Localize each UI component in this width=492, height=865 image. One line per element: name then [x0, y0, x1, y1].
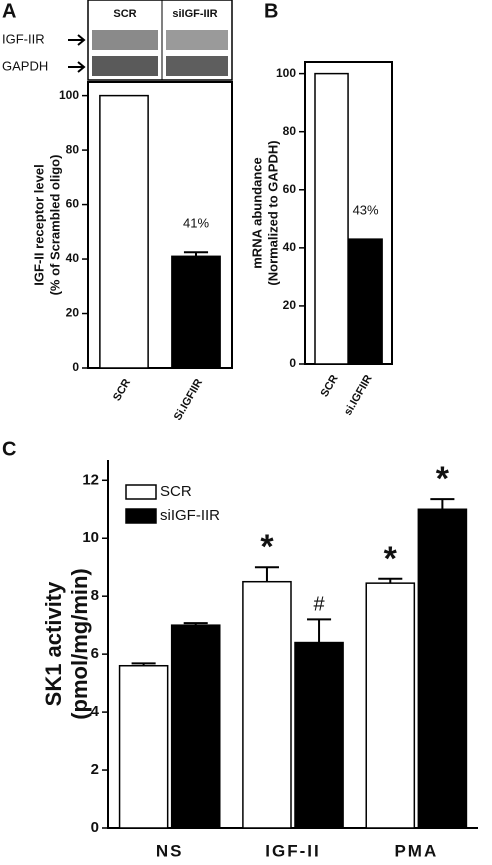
- error-bar: [131, 662, 156, 666]
- blot-column-label: SCR: [113, 8, 136, 20]
- bar: [170, 624, 221, 829]
- y-tick-label: 40: [66, 251, 80, 265]
- y-axis-label: (Normalized to GAPDH): [265, 140, 280, 285]
- plot-frame: [87, 81, 233, 369]
- error-bar: [378, 577, 403, 584]
- blot-band: [166, 30, 228, 50]
- blot-band: [92, 30, 158, 50]
- bar: [417, 508, 468, 829]
- bar: [118, 664, 169, 829]
- panel-letter: A: [2, 0, 16, 22]
- value-label: 43%: [353, 203, 379, 218]
- error-bar: [307, 618, 332, 643]
- legend-swatch: [125, 484, 157, 500]
- y-tick-label: 0: [91, 819, 99, 836]
- y-tick-label: 80: [283, 124, 297, 138]
- blot-arrows: [68, 34, 86, 73]
- y-tick-label: 4: [91, 703, 100, 720]
- x-tick-label: PMA: [394, 841, 438, 860]
- bar: [171, 255, 221, 369]
- y-axis-label: (% of Scrambled oligo): [47, 155, 62, 296]
- error-bar: [183, 251, 209, 257]
- error-bar: [183, 622, 208, 626]
- y-tick-label: 60: [283, 182, 297, 196]
- value-label: 41%: [183, 216, 209, 231]
- y-tick-label: 0: [72, 360, 79, 374]
- x-tick-label: Si.IGFIIR: [172, 377, 205, 423]
- x-tick-label: SCR: [319, 373, 341, 399]
- blot-band: [166, 56, 228, 76]
- y-tick-label: 0: [289, 356, 296, 370]
- y-axis-label: IGF-II receptor level: [31, 164, 46, 285]
- bar: [348, 238, 383, 365]
- significance-marker: *: [384, 540, 398, 578]
- y-tick-label: 10: [82, 529, 99, 546]
- bar: [99, 94, 149, 369]
- significance-marker: *: [260, 528, 274, 566]
- y-tick-label: 20: [283, 298, 297, 312]
- y-tick-label: 40: [283, 240, 297, 254]
- y-tick-label: 2: [91, 761, 99, 778]
- blot: [68, 0, 233, 81]
- blot-band: [92, 56, 158, 76]
- bar: [314, 72, 349, 365]
- significance-marker: *: [436, 460, 450, 498]
- y-tick-label: 6: [91, 645, 99, 662]
- bar: [242, 580, 292, 829]
- x-tick-label: SCR: [111, 377, 133, 403]
- panel-letter: C: [2, 438, 16, 460]
- y-axis-label: (pmol/mg/min): [67, 568, 92, 720]
- x-tick-label: IGF-II: [265, 841, 320, 860]
- legend-label: SCR: [160, 483, 192, 500]
- significance-marker: #: [313, 594, 325, 616]
- y-axis-label: mRNA abundance: [249, 157, 264, 268]
- blot-row-label: IGF-IIR: [2, 31, 45, 46]
- legend-swatch: [125, 508, 157, 524]
- y-tick-label: 100: [59, 88, 79, 102]
- x-tick-label: si.IGFIIR: [342, 373, 375, 418]
- legend-label: siIGF-IIR: [160, 507, 220, 524]
- error-bar: [254, 566, 279, 582]
- x-tick-label: NS: [156, 841, 184, 860]
- y-tick-label: 20: [66, 306, 80, 320]
- panel-letter: B: [264, 0, 278, 22]
- blot-row-label: GAPDH: [2, 58, 48, 73]
- bar: [365, 582, 416, 829]
- y-axis-label: SK1 activity: [41, 581, 66, 706]
- error-bar: [430, 498, 455, 510]
- bar: [294, 641, 344, 829]
- y-tick-label: 80: [66, 142, 80, 156]
- y-tick-label: 12: [82, 471, 99, 488]
- y-tick-label: 100: [276, 66, 296, 80]
- y-tick-label: 8: [91, 587, 99, 604]
- y-tick-label: 60: [66, 197, 80, 211]
- blot-column-label: siIGF-IIR: [172, 8, 217, 20]
